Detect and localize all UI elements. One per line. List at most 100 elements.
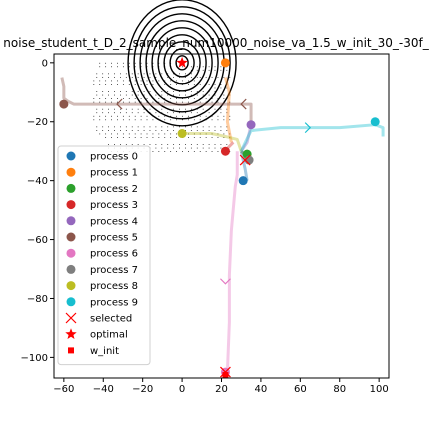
noise-dot (214, 69, 216, 71)
noise-dot (96, 112, 98, 114)
noise-dot (134, 66, 136, 68)
noise-dot (205, 101, 207, 103)
trajectory-line (60, 77, 253, 122)
noise-dot (155, 91, 157, 92)
noise-dot (102, 129, 104, 131)
noise-dot (114, 94, 115, 96)
x-tick-label: 80 (333, 384, 346, 395)
noise-dot (161, 94, 163, 96)
noise-dot (105, 80, 107, 82)
noise-dot (158, 62, 160, 64)
noise-dot (137, 126, 139, 128)
noise-dot (176, 133, 177, 135)
x-tick-label: 100 (370, 384, 389, 395)
noise-dot (117, 98, 118, 99)
noise-dot (131, 108, 133, 110)
noise-dot (96, 94, 98, 96)
noise-dot (208, 66, 210, 68)
noise-dot (190, 76, 192, 78)
noise-dot (149, 73, 151, 75)
noise-dot (158, 151, 160, 152)
noise-dot (122, 84, 124, 85)
legend-marker (66, 216, 76, 226)
y-tick-label: 0 (42, 58, 48, 69)
noise-dot (125, 108, 127, 110)
noise-dot (143, 112, 145, 114)
noise-dot (185, 147, 186, 149)
noise-dot (120, 126, 121, 128)
noise-dot (193, 151, 195, 152)
process-end-point (238, 176, 248, 186)
noise-dot (217, 115, 219, 117)
noise-dot (220, 147, 222, 149)
noise-dot (105, 101, 107, 103)
noise-dot (108, 112, 109, 114)
direction-arrow (304, 122, 312, 134)
noise-dot (128, 98, 130, 99)
noise-dot (170, 133, 172, 135)
legend-marker (66, 183, 76, 193)
noise-dot (179, 108, 180, 110)
noise-dot (140, 119, 142, 121)
noise-dot (208, 94, 210, 96)
noise-dot (214, 129, 216, 131)
noise-dot (176, 80, 177, 82)
noise-dot (188, 133, 189, 135)
noise-dot (170, 119, 172, 121)
noise-dot (196, 144, 198, 145)
noise-dot (111, 84, 112, 85)
noise-dot (93, 101, 95, 103)
trajectory-line (239, 124, 253, 153)
noise-dot (146, 101, 148, 103)
noise-dot (128, 80, 130, 82)
noise-dot (105, 98, 107, 99)
noise-dot (143, 76, 145, 78)
noise-dot (176, 84, 177, 85)
noise-dot (193, 119, 195, 121)
noise-dot (149, 91, 151, 92)
noise-dot (167, 76, 169, 78)
noise-dot (134, 84, 136, 85)
noise-dot (220, 87, 222, 89)
noise-dot (217, 98, 219, 99)
noise-dot (226, 112, 228, 114)
noise-dot (105, 66, 107, 68)
noise-dot (220, 108, 222, 110)
noise-dot (190, 144, 192, 145)
noise-dot (226, 69, 228, 71)
noise-dot (211, 98, 213, 99)
noise-dot (131, 76, 133, 78)
noise-dot (128, 133, 130, 135)
noise-dot (185, 126, 186, 128)
legend-label: process 5 (90, 233, 138, 244)
noise-dot (140, 80, 142, 82)
noise-dot (111, 80, 112, 82)
noise-dot (146, 80, 148, 82)
noise-dot (158, 80, 160, 82)
noise-dot (164, 133, 166, 135)
noise-dot (196, 108, 198, 110)
noise-dot (128, 66, 130, 68)
noise-dot (188, 80, 189, 82)
legend-marker (66, 281, 76, 291)
legend-label: process 0 (90, 152, 138, 163)
noise-dot (179, 76, 180, 78)
noise-dot (137, 108, 139, 110)
noise-dot (114, 126, 115, 128)
noise-dot (149, 126, 151, 128)
noise-dot (146, 98, 148, 99)
noise-dot (199, 137, 201, 138)
noise-dot (188, 98, 189, 99)
noise-dot (122, 80, 124, 82)
noise-dot (179, 73, 180, 75)
noise-dot (229, 119, 231, 121)
noise-dot (190, 112, 192, 114)
legend-marker (66, 297, 76, 307)
noise-dot (158, 66, 160, 68)
noise-dot (161, 112, 163, 114)
noise-dot (117, 101, 118, 103)
noise-dot (155, 144, 157, 145)
noise-dot (131, 73, 133, 75)
noise-dot (214, 87, 216, 89)
noise-dot (202, 69, 204, 71)
